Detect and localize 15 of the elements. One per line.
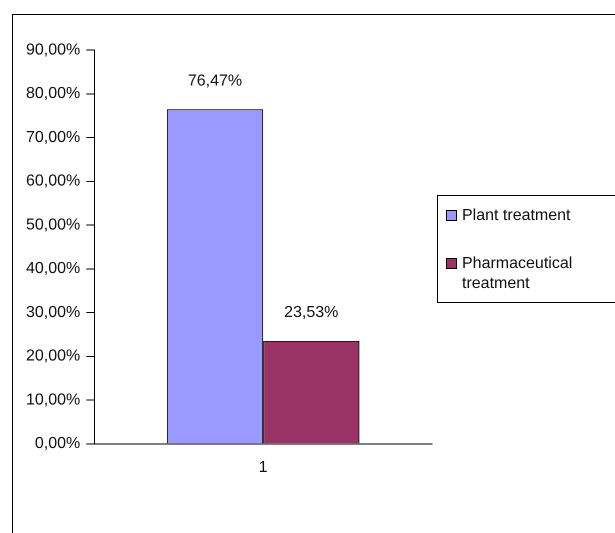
y-tick-label: 40,00% — [26, 260, 80, 278]
data-label: 23,53% — [284, 304, 338, 322]
y-tick-label: 70,00% — [26, 128, 80, 146]
y-tick-label: 10,00% — [26, 391, 80, 408]
y-tick-label: 30,00% — [26, 304, 80, 321]
y-tick-label: 0,00% — [34, 435, 80, 452]
y-tick-label: 50,00% — [26, 216, 80, 234]
y-tick-label: 90,00% — [26, 41, 80, 58]
x-tick-label: 1 — [258, 458, 268, 476]
data-label: 76,47% — [188, 72, 242, 90]
y-tick-label: 20,00% — [26, 348, 80, 365]
legend-label: Plant treatment — [462, 206, 572, 226]
y-tick-label: 80,00% — [26, 85, 80, 102]
y-tick-label: 60,00% — [26, 172, 80, 190]
legend-label: Pharmaceutical treatment — [462, 254, 574, 294]
